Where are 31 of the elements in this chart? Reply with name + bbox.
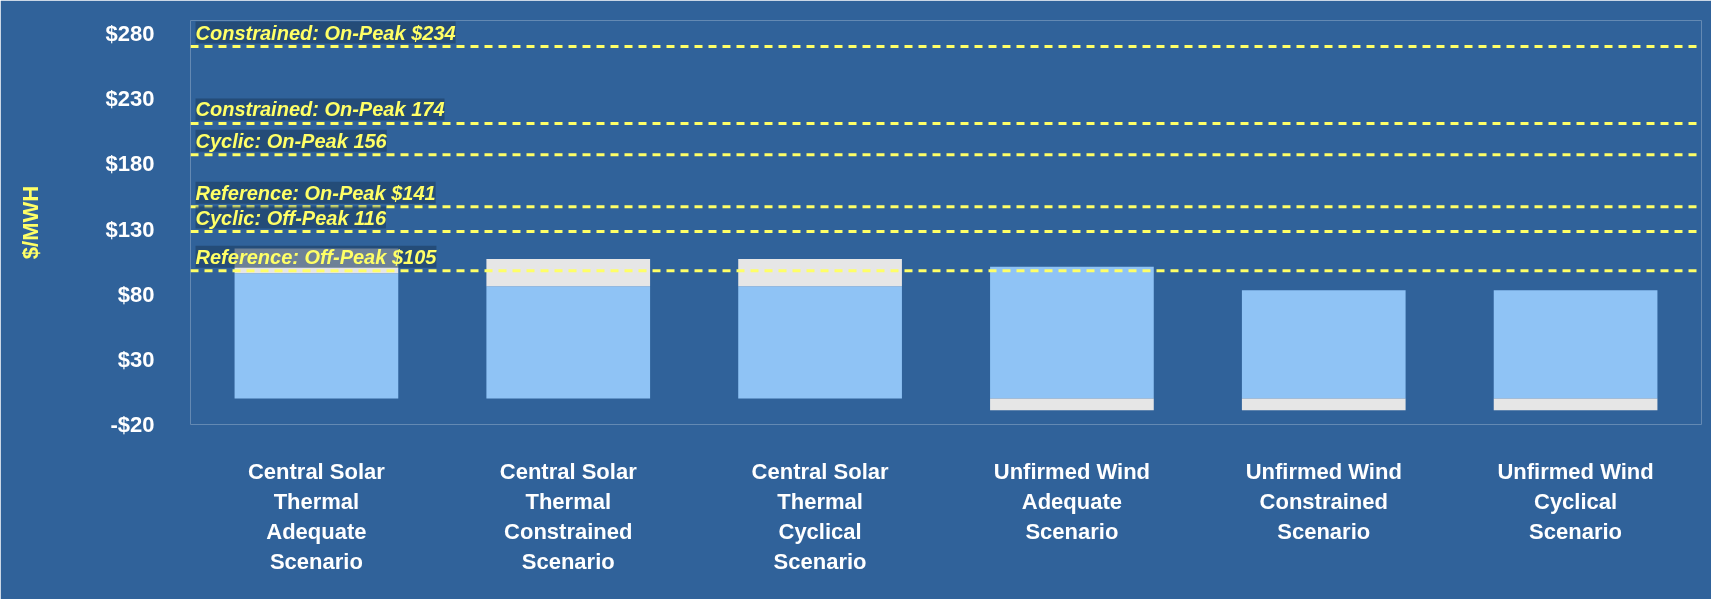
ref-line-label: Cyclic: Off-Peak 116 (195, 206, 387, 229)
bar (486, 286, 651, 399)
bar (738, 258, 902, 287)
x-tick-label: Central Solar Thermal Constrained Scenario (499, 458, 638, 574)
bar (990, 398, 1154, 411)
x-tick-label: Unfirmed Wind Constrained Scenario (1245, 458, 1402, 544)
y-tick-label: $130 (105, 216, 155, 242)
ref-line-label: Constrained: On-Peak 174 (195, 98, 445, 121)
x-tick-label: Unfirmed Wind Cyclical Scenario (1497, 458, 1654, 544)
bar (1493, 398, 1658, 411)
ref-line-label: Cyclic: On-Peak 156 (195, 129, 388, 152)
ref-line-label: Reference: On-Peak $141 (195, 181, 436, 204)
x-tick-label: Central Solar Thermal Adequate Scenario (247, 458, 386, 574)
bar (1493, 290, 1658, 399)
bar (234, 273, 399, 399)
bar (1241, 398, 1406, 411)
bar (990, 266, 1154, 399)
x-tick-label: Unfirmed Wind Adequate Scenario (993, 458, 1151, 544)
y-tick-label: $80 (117, 281, 155, 307)
bar (738, 286, 902, 399)
y-tick-label: $280 (105, 21, 155, 47)
y-tick-label: $30 (117, 346, 155, 372)
x-tick-label: Central Solar Thermal Cyclical Scenario (751, 458, 889, 574)
y-axis-title: $/MWH (17, 185, 43, 260)
ref-line-label: Constrained: On-Peak $234 (195, 21, 456, 44)
y-tick-label: -$20 (110, 412, 155, 437)
y-tick-label: $230 (105, 86, 155, 112)
ref-line-label: Reference: Off-Peak $105 (195, 245, 438, 268)
bar (1241, 290, 1406, 399)
bar (486, 258, 651, 287)
y-tick-label: $180 (105, 151, 155, 177)
